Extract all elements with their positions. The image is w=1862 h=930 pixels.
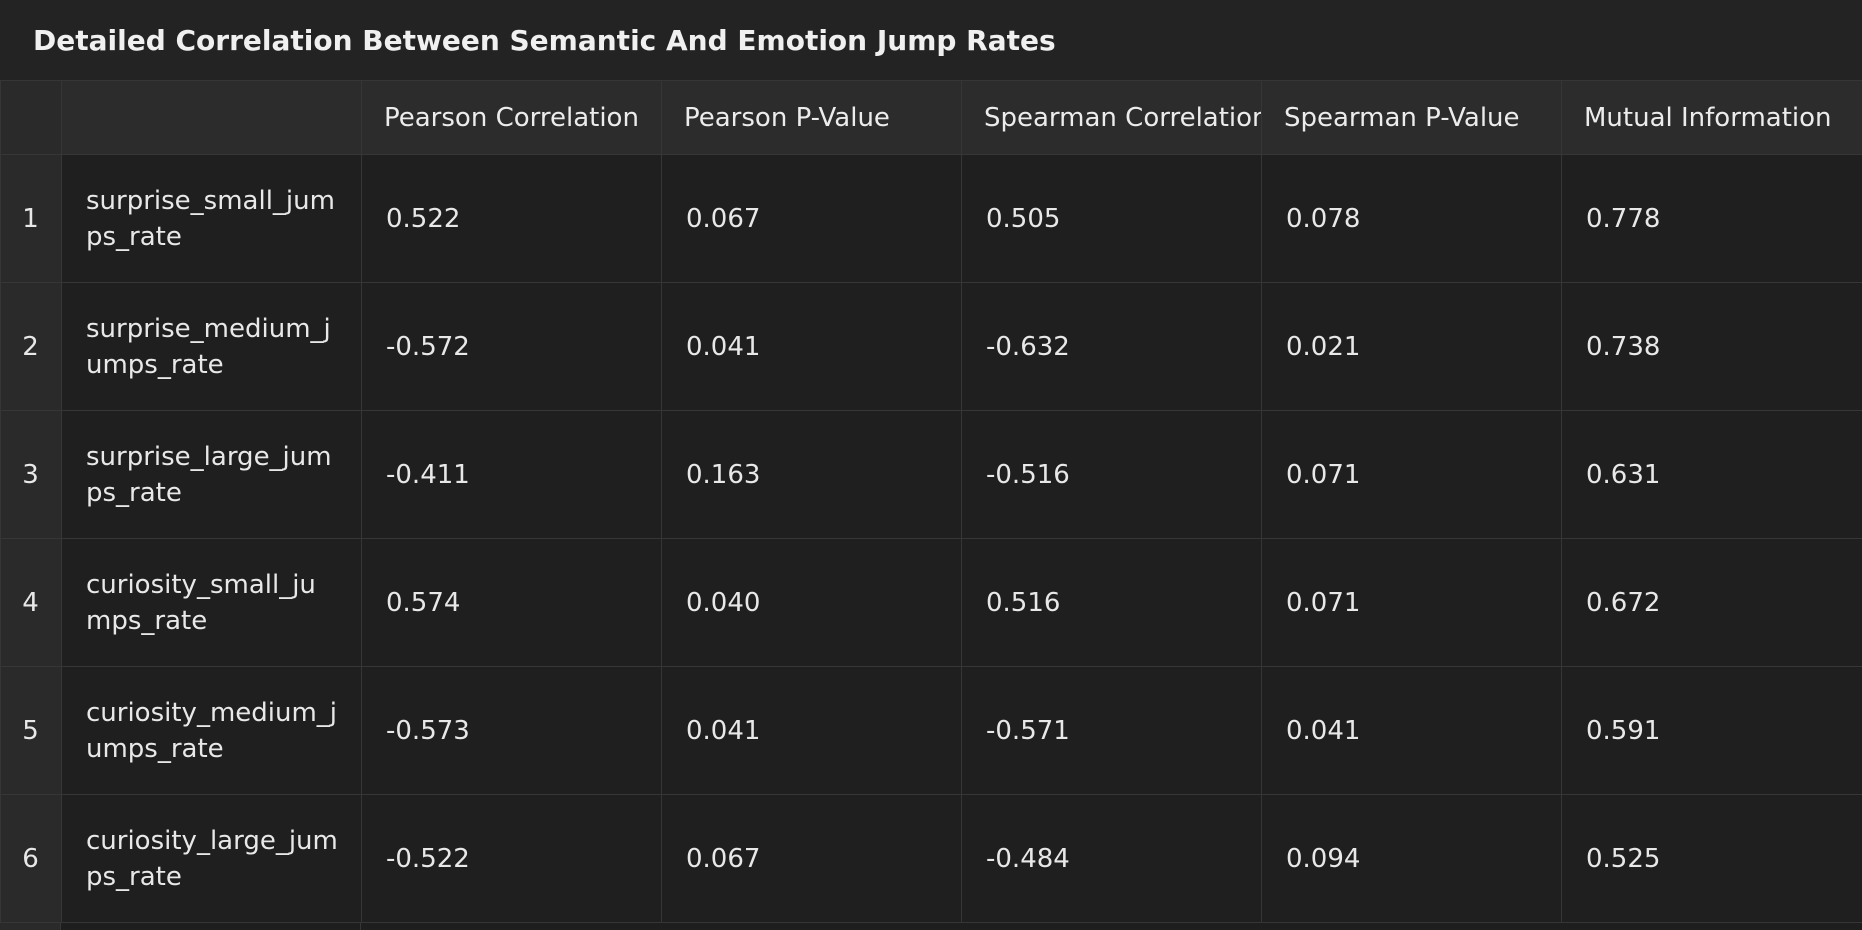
table-row: 6 curiosity_large_jumps_rate -0.522 0.067 -0… (0, 794, 1862, 923)
table-row: 1 surprise_small_jumps_rate 0.522 0.067 0.50… (0, 154, 1862, 283)
row-index: 4 (0, 538, 62, 667)
row-index: 1 (0, 154, 62, 283)
value-cell: 0.078 (1261, 154, 1562, 283)
value-cell: -0.632 (961, 282, 1262, 411)
column-header: Pearson P-Value (661, 80, 962, 155)
header-row: Pearson Correlation Pearson P-Value Spearm… (0, 80, 1862, 155)
table-row: 3 surprise_large_jumps_rate -0.411 0.163 -0.… (0, 410, 1862, 539)
column-header: Spearman Correlation (961, 80, 1262, 155)
value-cell: 0.041 (661, 666, 962, 795)
table-tail (0, 923, 1862, 930)
data-table: Pearson Correlation Pearson P-Value Spearm… (0, 80, 1862, 923)
value-cell: 0.041 (1261, 666, 1562, 795)
row-index: 2 (0, 282, 62, 411)
table-row: 4 curiosity_small_jumps_rate 0.574 0.040 0.5… (0, 538, 1862, 667)
value-cell: 0.525 (1561, 794, 1862, 923)
title: Detailed Correlation Between Semantic An… (33, 23, 1056, 57)
value-cell: 0.631 (1561, 410, 1862, 539)
row-name: surprise_small_jumps_rate (61, 154, 362, 283)
value-cell: -0.572 (361, 282, 662, 411)
tail-cell (61, 923, 361, 930)
value-cell: 0.522 (361, 154, 662, 283)
column-header: Mutual Information (1561, 80, 1862, 155)
value-cell: 0.574 (361, 538, 662, 667)
value-cell: 0.778 (1561, 154, 1862, 283)
value-cell: 0.738 (1561, 282, 1862, 411)
value-cell: 0.591 (1561, 666, 1862, 795)
value-cell: 0.505 (961, 154, 1262, 283)
value-cell: -0.411 (361, 410, 662, 539)
value-cell: 0.672 (1561, 538, 1862, 667)
value-cell: 0.040 (661, 538, 962, 667)
table-row: 5 curiosity_medium_jumps_rate -0.573 0.041-… (0, 666, 1862, 795)
column-header: Pearson Correlation (361, 80, 662, 155)
value-cell: -0.573 (361, 666, 662, 795)
value-cell: 0.071 (1261, 410, 1562, 539)
value-cell: -0.522 (361, 794, 662, 923)
row-name: curiosity_large_jumps_rate (61, 794, 362, 923)
value-cell: 0.067 (661, 794, 962, 923)
value-cell: -0.571 (961, 666, 1262, 795)
value-cell: 0.067 (661, 154, 962, 283)
value-cell: 0.516 (961, 538, 1262, 667)
row-name: curiosity_medium_jumps_rate (61, 666, 362, 795)
row-name: surprise_large_jumps_rate (61, 410, 362, 539)
value-cell: 0.071 (1261, 538, 1562, 667)
row-index: 5 (0, 666, 62, 795)
value-cell: -0.484 (961, 794, 1262, 923)
row-name: surprise_medium_jumps_rate (61, 282, 362, 411)
header-cell (61, 80, 362, 155)
value-cell: 0.021 (1261, 282, 1562, 411)
row-index: 3 (0, 410, 62, 539)
row-name: curiosity_small_jumps_rate (61, 538, 362, 667)
row-index: 6 (0, 794, 62, 923)
tail-cell (0, 923, 61, 930)
table-row: 2 surprise_medium_jumps_rate -0.572 0.041 -0… (0, 282, 1862, 411)
value-cell: 0.041 (661, 282, 962, 411)
title-bar: Detailed Correlation Between Semantic An… (0, 0, 1862, 80)
value-cell: 0.163 (661, 410, 962, 539)
header-cell (0, 80, 62, 155)
column-header: Spearman P-Value (1261, 80, 1562, 155)
value-cell: -0.516 (961, 410, 1262, 539)
value-cell: 0.094 (1261, 794, 1562, 923)
